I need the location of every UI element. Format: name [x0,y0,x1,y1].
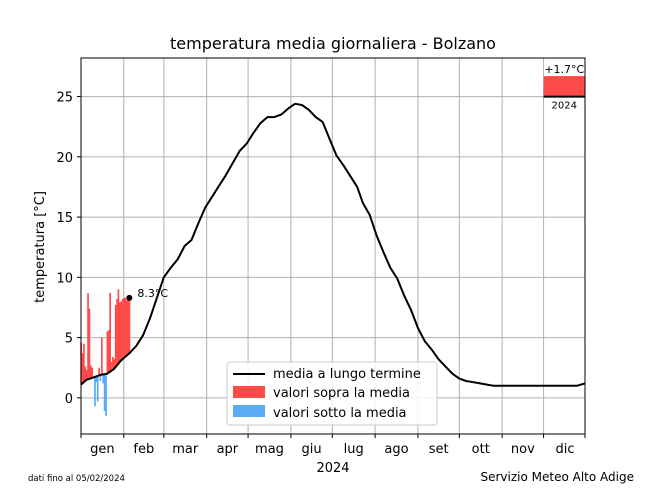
annual-anomaly-label: +1.7°C [544,63,584,76]
data-date-note: dati fino al 05/02/2024 [28,474,125,484]
credit-text: Servizio Meteo Alto Adige [480,470,635,484]
bar-above-mean [116,299,118,366]
bar-above-mean [84,366,87,381]
bar-below-mean [99,374,102,381]
legend-swatch-above [233,386,265,398]
y-axis-label: temperatura [°C] [33,191,48,303]
y-tick-label: 5 [65,332,73,347]
bar-above-mean [123,297,125,359]
bar-below-mean [96,375,99,402]
x-tick-label: mag [255,442,284,457]
chart-title: temperatura media giornaliera - Bolzano [170,34,496,53]
bar-above-mean [101,337,103,375]
bar-above-mean [85,370,88,380]
bar-above-mean [112,356,114,370]
annual-anomaly-bar [543,76,585,97]
bar-above-mean [81,353,84,384]
x-tick-label: feb [133,442,154,457]
bar-above-mean [87,293,89,380]
x-tick-label: lug [344,442,364,457]
last-value-label: 8.3°C [137,287,168,300]
bar-below-mean [95,376,98,383]
bar-above-mean [128,297,131,354]
bar-below-mean [94,376,96,407]
bar-above-mean [91,367,94,378]
bar-below-mean [103,374,106,412]
legend-box [226,361,438,426]
bar-above-mean [89,365,92,379]
legend: media a lungo termine valori sopra la me… [226,361,438,426]
y-tick-label: 10 [56,271,73,286]
bar-above-mean [114,305,117,368]
y-tick-label: 20 [56,151,73,166]
legend-swatch-below [233,405,265,417]
x-tick-label: set [429,442,449,457]
x-tick-label: giu [302,442,322,457]
x-tick-label: gen [90,442,115,457]
x-tick-label: nov [511,442,535,457]
plot-frame [80,57,586,435]
legend-entry-above: valori sopra la media [273,386,410,401]
bar-below-mean [102,374,105,384]
bar-above-mean [106,331,109,374]
annotations: 8.3°C +1.7°C 2024 [126,63,585,301]
bar-above-mean [120,301,123,361]
bar-above-mean [125,300,128,356]
y-tick-label: 25 [56,91,73,106]
mean-line [80,102,586,387]
x-tick-label: ago [384,442,408,457]
legend-entry-below: valori sotto la media [273,406,407,421]
bar-above-mean [124,297,127,357]
bar-above-mean [121,299,124,360]
bar-above-mean [107,330,110,373]
x-axis-label: 2024 [316,461,349,476]
bar-above-mean [109,293,111,372]
bar-above-mean [88,308,91,379]
y-tick-label: 0 [65,392,73,407]
bar-above-mean [110,361,113,371]
legend-entry-mean: media a lungo termine [273,367,421,382]
mean-line-layer [80,102,586,387]
last-value-marker [126,294,133,301]
bar-below-mean [105,373,107,416]
x-tick-label: ott [472,442,490,457]
y-tick-label: 15 [56,211,73,226]
bar-above-mean [117,289,120,364]
annual-anomaly-year: 2024 [552,101,577,112]
x-tick-label: dic [555,442,574,457]
bar-above-mean [98,367,100,376]
daily-bars [80,289,131,416]
axes: 0 5 10 15 20 25 gen feb mar apr mag giu lug ago set ott… [56,57,586,457]
x-tick-label: apr [217,442,239,457]
bar-above-mean [118,302,121,363]
bar-above-mean [113,359,116,369]
x-tick-label: mar [172,442,199,457]
bar-above-mean [83,343,85,383]
bar-above-mean [127,297,129,355]
